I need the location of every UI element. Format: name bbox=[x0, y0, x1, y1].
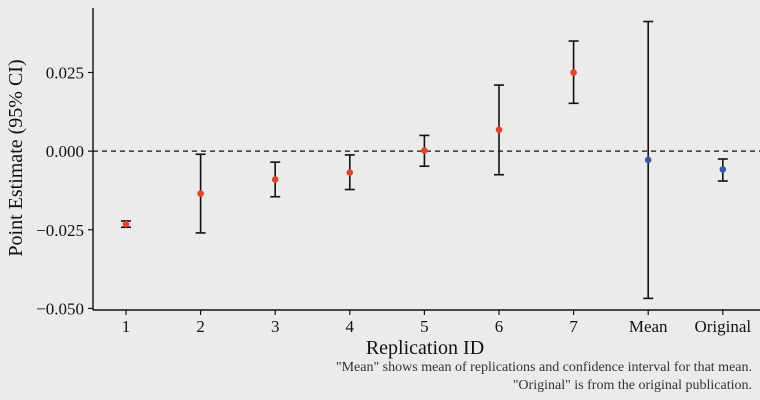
x-tick-label: 1 bbox=[122, 317, 131, 336]
point-mean bbox=[644, 156, 652, 164]
x-ticks: 1 2 3 4 5 6 7 Mean Original bbox=[122, 310, 751, 336]
caption-line-1: "Mean" shows mean of replications and co… bbox=[335, 360, 752, 375]
error-bar-5 bbox=[419, 134, 430, 168]
point-3 bbox=[271, 176, 279, 183]
x-tick-label: 6 bbox=[495, 317, 504, 336]
point-original bbox=[719, 166, 727, 173]
y-tick-label: 0.025 bbox=[46, 63, 84, 82]
marks bbox=[121, 20, 728, 300]
point-2 bbox=[197, 190, 204, 197]
error-bar-mean bbox=[643, 20, 654, 300]
y-tick-label: 0.000 bbox=[46, 142, 84, 161]
caption-line-2: "Original" is from the original publicat… bbox=[512, 378, 752, 393]
point-1 bbox=[122, 220, 130, 228]
point-7 bbox=[570, 69, 577, 76]
x-tick-label: Original bbox=[694, 317, 751, 336]
point-5 bbox=[421, 147, 428, 154]
x-tick-label: 4 bbox=[346, 317, 355, 336]
x-tick-label: 3 bbox=[271, 317, 280, 336]
error-bar-6 bbox=[494, 84, 504, 176]
error-bar-7 bbox=[568, 40, 579, 105]
y-tick-label: −0.025 bbox=[36, 221, 84, 240]
point-6 bbox=[495, 126, 503, 134]
error-bar-original bbox=[717, 158, 728, 182]
error-bar-4 bbox=[344, 154, 355, 191]
y-tick-label: −0.050 bbox=[36, 299, 84, 318]
y-axis-label: Point Estimate (95% CI) bbox=[5, 59, 27, 256]
x-tick-label: 5 bbox=[420, 317, 429, 336]
y-ticks: −0.050 −0.025 0.000 0.025 bbox=[36, 63, 93, 318]
error-bar-2 bbox=[195, 153, 206, 234]
point-4 bbox=[346, 169, 354, 176]
x-tick-label: 2 bbox=[196, 317, 205, 336]
axes bbox=[92, 8, 760, 311]
x-axis-label: Replication ID bbox=[366, 337, 484, 359]
error-bar-3 bbox=[270, 161, 281, 198]
error-bar-1 bbox=[121, 220, 131, 229]
x-tick-label: 7 bbox=[569, 317, 578, 336]
x-tick-label: Mean bbox=[629, 317, 668, 336]
